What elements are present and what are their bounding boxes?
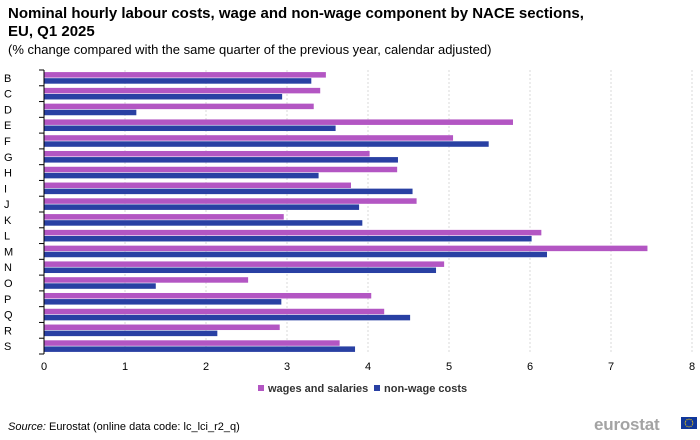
legend-swatch-nonwage xyxy=(374,385,380,391)
bar-nonwage xyxy=(44,188,413,195)
bar-nonwage xyxy=(44,330,218,337)
bar-wages xyxy=(44,340,340,346)
bar-nonwage xyxy=(44,235,532,242)
bar-nonwage xyxy=(44,251,548,258)
x-tick-label: 7 xyxy=(608,361,614,373)
chart-subtitle: (% change compared with the same quarter… xyxy=(8,42,492,57)
bar-wages xyxy=(44,166,398,173)
bar-wages xyxy=(44,324,280,331)
x-tick-label: 3 xyxy=(284,361,290,373)
eurostat-logo-text: eurostat xyxy=(594,415,660,434)
bar-nonwage xyxy=(44,267,437,274)
y-category-label: K xyxy=(4,215,12,227)
bar-nonwage xyxy=(44,204,360,210)
legend-label-wages: wages and salaries xyxy=(267,383,368,395)
bar-wages xyxy=(44,245,648,252)
bar-wages xyxy=(44,87,321,94)
x-tick-label: 8 xyxy=(689,361,695,373)
y-category-label: G xyxy=(4,152,13,164)
eu-flag-icon xyxy=(681,417,697,429)
bar-wages xyxy=(44,150,370,157)
source-note: Source: Eurostat (online data code: lc_l… xyxy=(8,421,240,433)
bar-wages xyxy=(44,214,284,220)
bar-wages xyxy=(44,198,417,204)
bar-wages xyxy=(44,119,513,125)
bar-wages xyxy=(44,72,326,78)
x-tick-label: 0 xyxy=(41,361,47,373)
x-tick-label: 2 xyxy=(203,361,209,373)
source-text: Eurostat (online data code: lc_lci_r2_q) xyxy=(45,421,240,433)
source-label: Source: xyxy=(8,421,46,433)
eurostat-logo: eurostat xyxy=(594,415,697,435)
y-category-label: H xyxy=(4,168,12,180)
y-category-label: R xyxy=(4,325,12,337)
y-category-label: J xyxy=(4,199,10,211)
x-tick-label: 5 xyxy=(446,361,452,373)
bar-nonwage xyxy=(44,314,411,321)
bar-nonwage xyxy=(44,109,137,116)
x-tick-label: 1 xyxy=(122,361,128,373)
y-category-label: F xyxy=(4,136,11,148)
y-category-label: P xyxy=(4,294,11,306)
y-category-label: D xyxy=(4,104,12,116)
y-category-label: L xyxy=(4,231,10,243)
chart-title: Nominal hourly labour costs, wage and no… xyxy=(8,5,584,40)
y-category-label: C xyxy=(4,89,12,101)
bar-nonwage xyxy=(44,93,283,100)
y-category-label: B xyxy=(4,73,11,85)
x-tick-label: 6 xyxy=(527,361,533,373)
bar-nonwage xyxy=(44,125,336,132)
y-category-label: S xyxy=(4,341,11,353)
y-category-label: M xyxy=(4,246,13,258)
legend-label-nonwage: non-wage costs xyxy=(384,383,467,395)
bar-nonwage xyxy=(44,283,156,289)
y-category-label: I xyxy=(4,183,7,195)
bar-nonwage xyxy=(44,172,319,179)
bar-wages xyxy=(44,292,372,299)
bar-wages xyxy=(44,135,454,141)
bar-wages xyxy=(44,277,249,283)
bar-nonwage xyxy=(44,220,363,226)
x-tick-label: 4 xyxy=(365,361,371,373)
legend-swatch-wages xyxy=(258,385,264,391)
bar-wages xyxy=(44,103,314,110)
y-category-label: Q xyxy=(4,310,13,322)
bar-nonwage xyxy=(44,299,282,305)
bar-wages xyxy=(44,182,351,189)
bar-wages xyxy=(44,308,385,315)
y-category-label: N xyxy=(4,262,12,274)
bar-wages xyxy=(44,229,542,236)
bar-nonwage xyxy=(44,346,356,352)
bar-wages xyxy=(44,261,445,267)
bar-nonwage xyxy=(44,78,312,84)
bar-nonwage xyxy=(44,141,489,147)
y-category-label: E xyxy=(4,120,11,132)
y-category-label: O xyxy=(4,278,13,290)
bar-nonwage xyxy=(44,157,398,163)
